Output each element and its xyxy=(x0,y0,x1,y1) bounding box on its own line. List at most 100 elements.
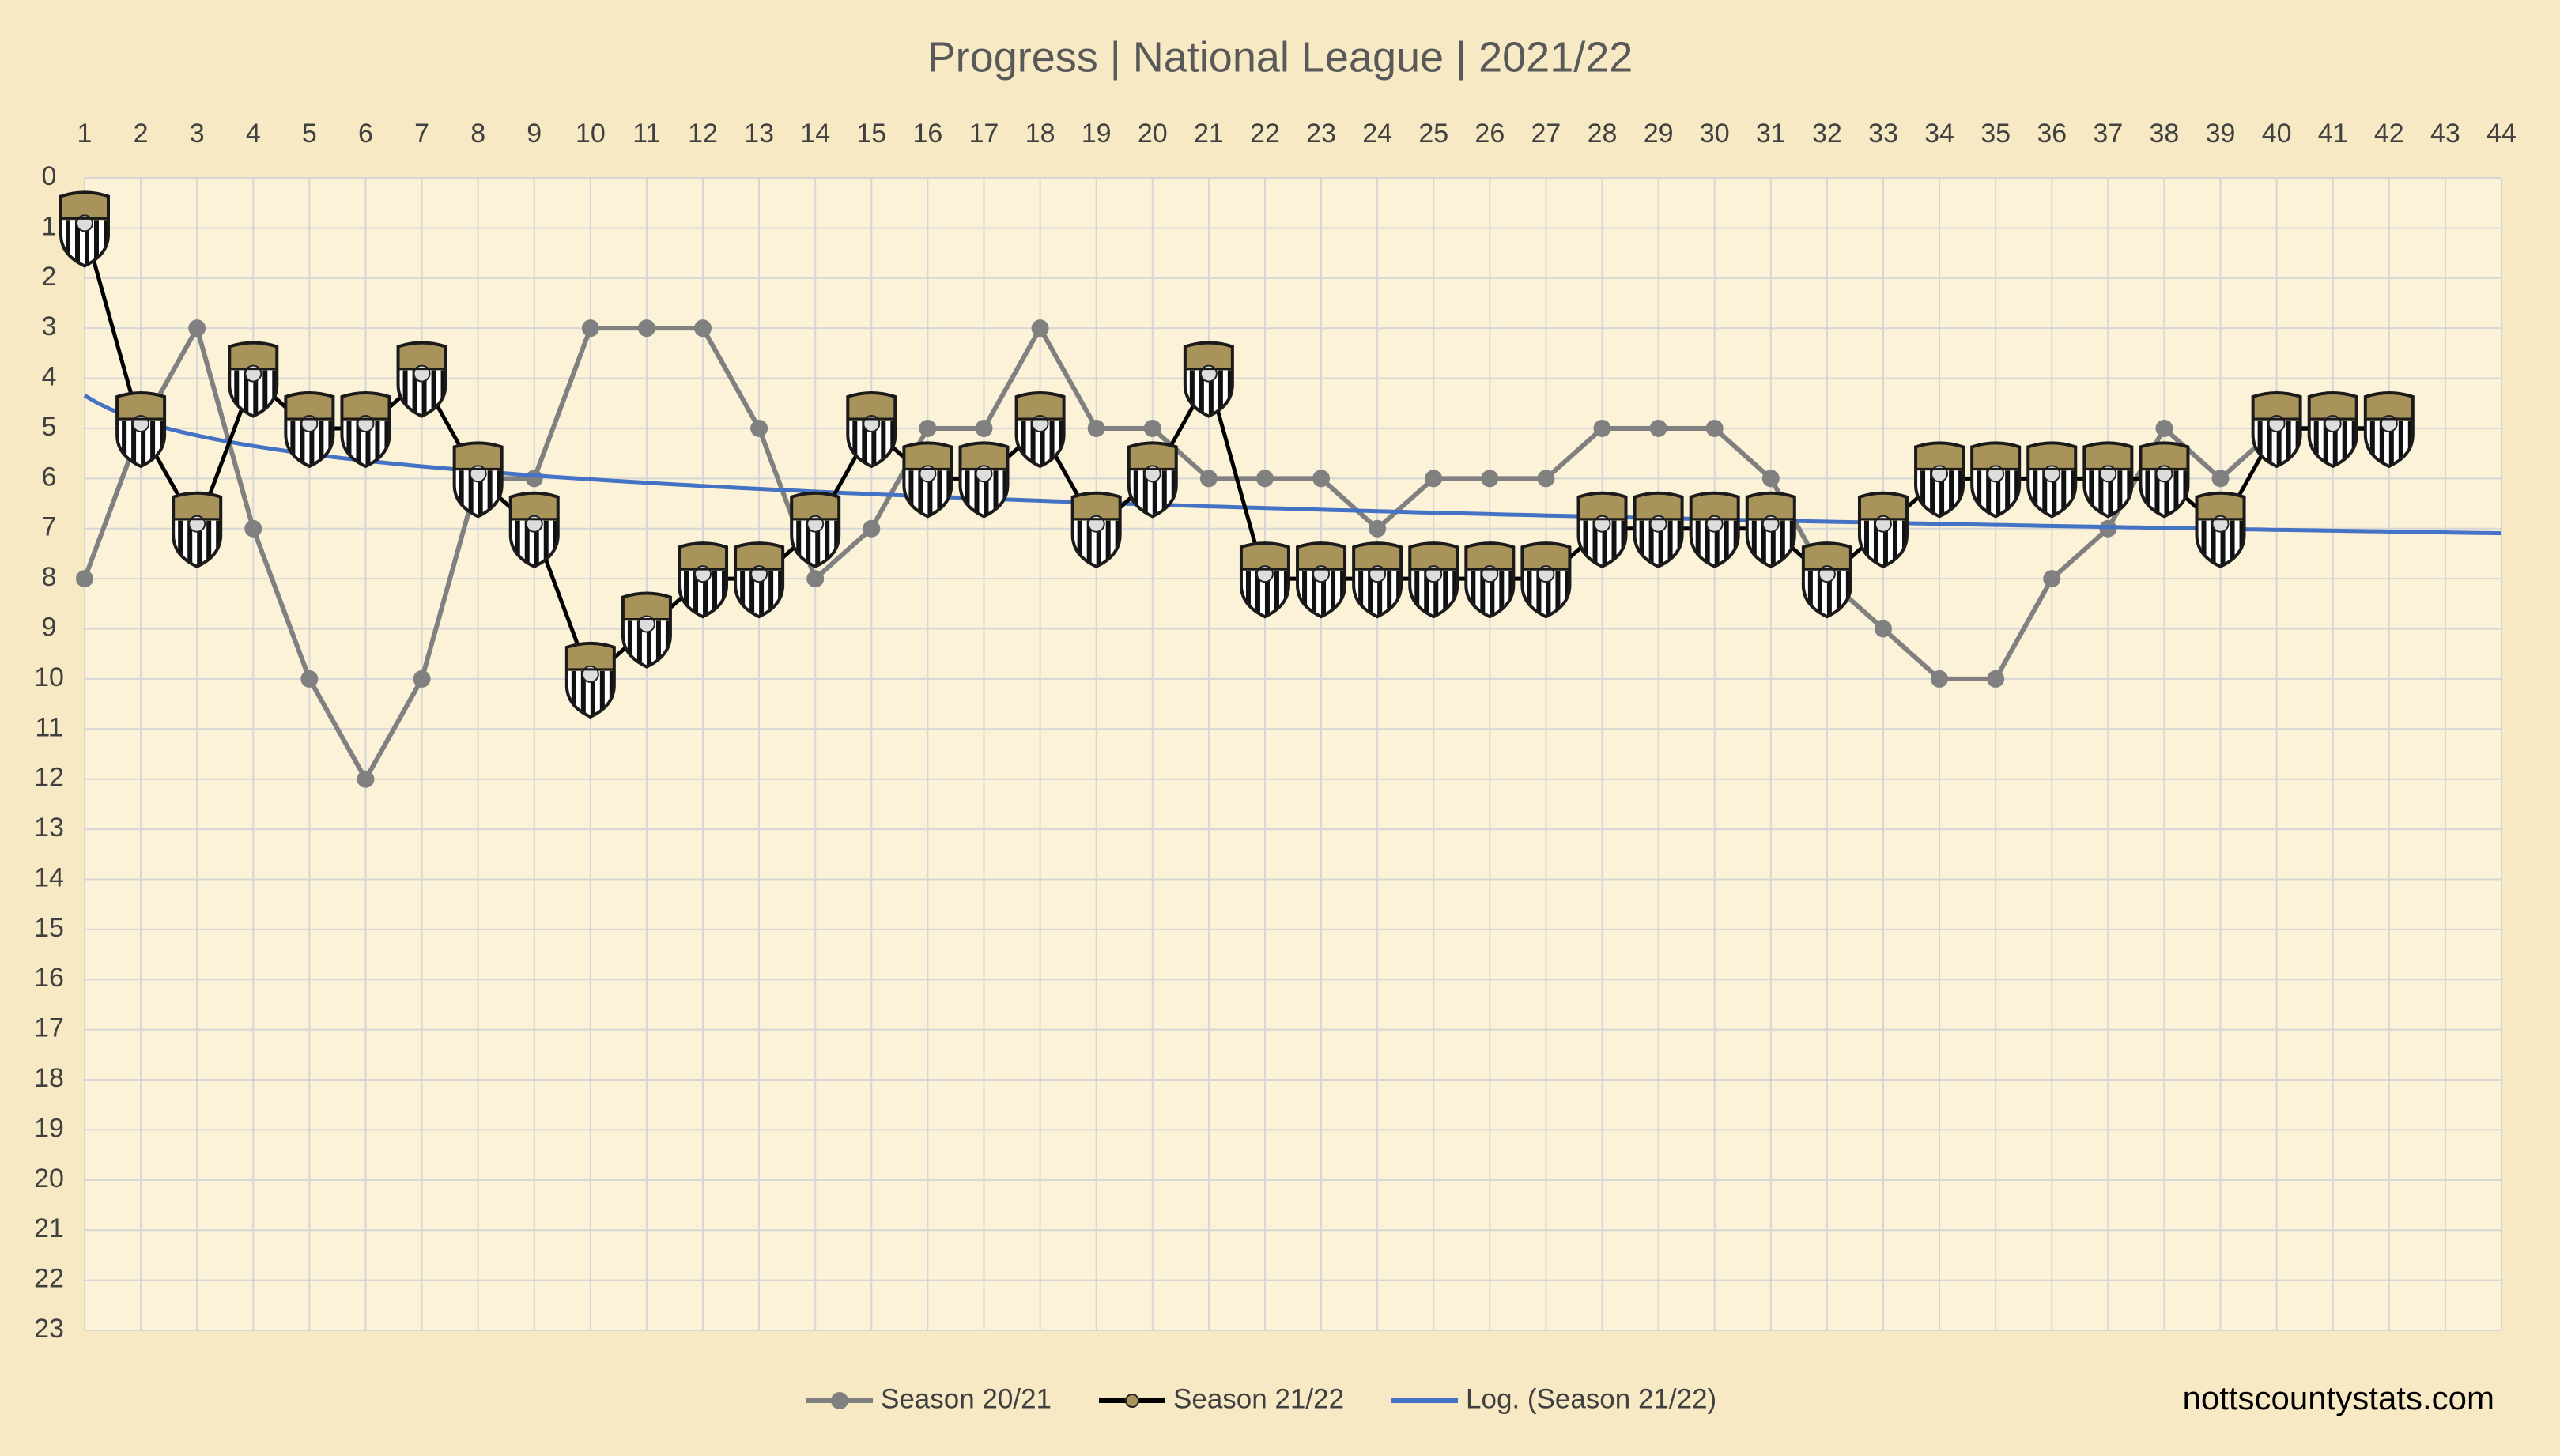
x-tick-label: 18 xyxy=(1025,119,1055,149)
badge-point xyxy=(508,491,560,568)
badge-outline xyxy=(1239,541,1290,619)
badge-point xyxy=(2307,390,2358,469)
badge-outline xyxy=(1408,541,1459,619)
point xyxy=(1312,470,1331,488)
point xyxy=(1705,419,1724,437)
badge-outline xyxy=(1857,491,1909,568)
point xyxy=(1087,419,1105,437)
badge-point xyxy=(1576,491,1628,568)
badge-outline xyxy=(396,341,447,418)
point xyxy=(919,419,937,437)
badge-outline xyxy=(2363,390,2415,469)
y-tick-label: 15 xyxy=(34,913,64,943)
point xyxy=(1199,470,1218,488)
badge-point xyxy=(1408,541,1459,619)
badge-point xyxy=(2363,390,2415,469)
badge-outline xyxy=(564,641,616,719)
x-tick-label: 11 xyxy=(632,119,660,149)
badge-outline xyxy=(2082,441,2134,519)
badge-point xyxy=(340,390,391,469)
x-tick-label: 36 xyxy=(2037,119,2067,149)
badge-point xyxy=(846,390,897,469)
badge-point xyxy=(115,390,167,469)
x-tick-label: 14 xyxy=(800,119,830,149)
x-tick-label: 25 xyxy=(1418,119,1448,149)
badge-point xyxy=(1520,541,1572,619)
badge-point xyxy=(2195,491,2246,568)
y-tick-label: 13 xyxy=(34,813,64,843)
badge-outline xyxy=(1183,341,1234,418)
x-tick-label: 27 xyxy=(1531,119,1561,149)
badge-outline xyxy=(2026,441,2078,519)
x-tick-label: 9 xyxy=(527,119,542,149)
badge-point xyxy=(1745,491,1796,568)
badge-point xyxy=(1352,541,1403,619)
point xyxy=(1425,470,1443,488)
point xyxy=(357,770,375,788)
legend-label: Log. (Season 21/22) xyxy=(1466,1383,1716,1414)
chart-title: Progress | National League | 2021/22 xyxy=(927,33,1633,81)
badge-outline xyxy=(1127,441,1178,519)
badge-point xyxy=(678,541,729,619)
badge-outline xyxy=(621,591,672,669)
x-tick-label: 24 xyxy=(1362,119,1392,149)
y-tick-label: 12 xyxy=(34,763,64,793)
badge-outline xyxy=(1914,441,1965,519)
x-tick-label: 29 xyxy=(1644,119,1674,149)
badge-outline xyxy=(1576,491,1628,568)
badge-point xyxy=(228,341,279,418)
badge-outline xyxy=(1689,491,1740,568)
badge-outline xyxy=(1014,390,1066,469)
x-tick-label: 15 xyxy=(856,119,886,149)
x-tick-label: 33 xyxy=(1868,119,1898,149)
badge-point xyxy=(790,491,841,568)
badge-outline xyxy=(1801,541,1852,619)
badge-outline xyxy=(2195,491,2246,568)
badge-outline xyxy=(340,390,391,469)
badge-outline xyxy=(1070,491,1122,568)
badge-outline xyxy=(678,541,729,619)
x-tick-label: 41 xyxy=(2318,119,2348,149)
source-label: nottscountystats.com xyxy=(2182,1379,2494,1416)
badge-point xyxy=(1633,491,1684,568)
badge-point xyxy=(1070,491,1122,568)
x-tick-label: 21 xyxy=(1194,119,1224,149)
point xyxy=(413,670,431,688)
badge-point xyxy=(396,341,447,418)
x-tick-label: 12 xyxy=(688,119,718,149)
x-tick-label: 35 xyxy=(1980,119,2011,149)
x-tick-label: 32 xyxy=(1812,119,1842,149)
x-tick-label: 43 xyxy=(2430,119,2460,149)
y-tick-label: 2 xyxy=(42,262,57,292)
badge-outline xyxy=(958,441,1010,519)
x-tick-label: 31 xyxy=(1756,119,1786,149)
y-tick-label: 19 xyxy=(34,1113,64,1143)
badge-point xyxy=(1914,441,1965,519)
point xyxy=(1874,620,1892,638)
y-tick-label: 14 xyxy=(34,862,64,892)
y-tick-label: 20 xyxy=(34,1164,64,1194)
badge-outline xyxy=(508,491,560,568)
x-tick-label: 8 xyxy=(470,119,485,149)
point xyxy=(2211,470,2230,488)
badge-outline xyxy=(2307,390,2358,469)
point xyxy=(1649,419,1667,437)
x-tick-label: 37 xyxy=(2093,119,2123,149)
x-tick-label: 17 xyxy=(969,119,999,149)
legend-marker xyxy=(1125,1394,1140,1408)
plot-area xyxy=(85,178,2501,1330)
badge-point xyxy=(1296,541,1347,619)
x-tick-label: 44 xyxy=(2486,119,2517,149)
x-tick-label: 1 xyxy=(77,119,93,149)
badge-outline xyxy=(452,441,504,519)
point xyxy=(1481,470,1499,488)
badge-outline xyxy=(734,541,785,619)
y-tick-label: 9 xyxy=(42,613,57,643)
point xyxy=(975,419,993,437)
point xyxy=(1987,670,2005,688)
x-tick-label: 23 xyxy=(1306,119,1336,149)
badge-outline xyxy=(1296,541,1347,619)
badge-point xyxy=(284,390,335,469)
badge-point xyxy=(734,541,785,619)
